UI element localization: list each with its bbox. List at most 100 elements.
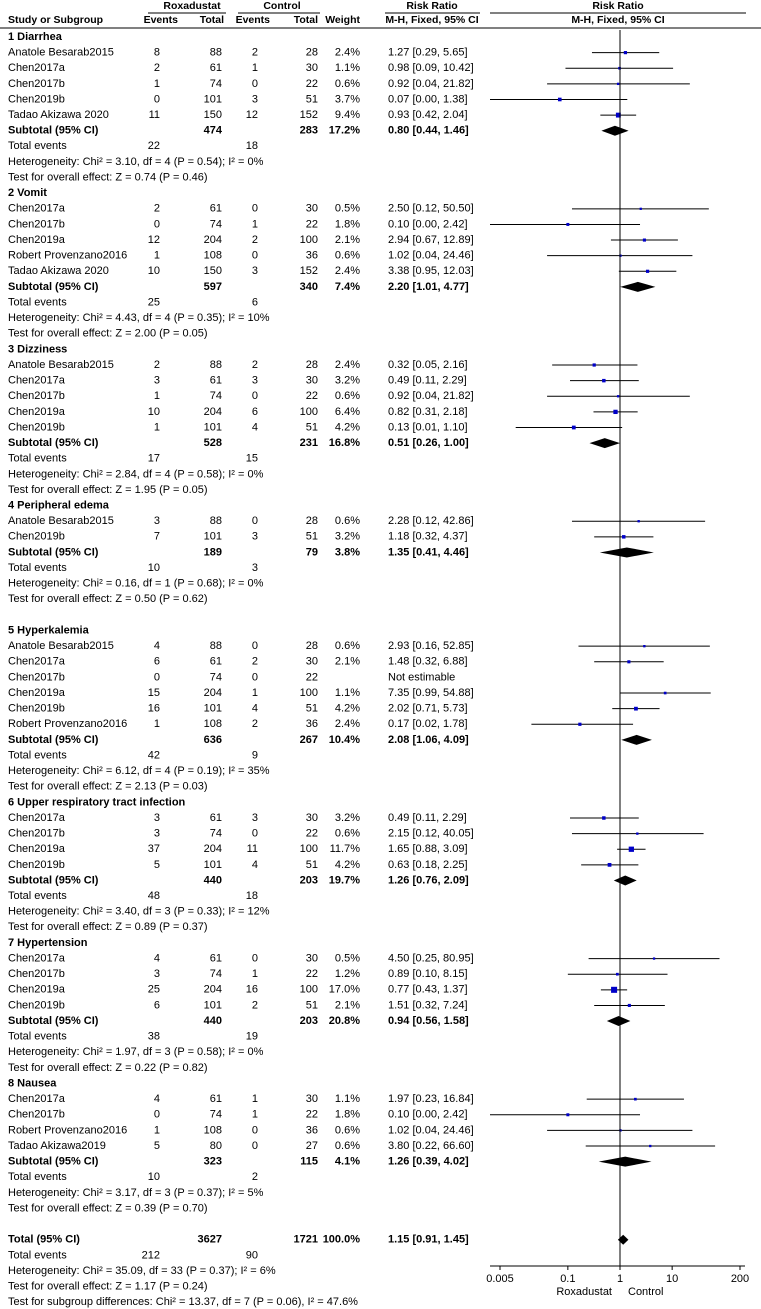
study-name: Chen2017a: [8, 1093, 66, 1105]
study-marker: [616, 82, 620, 86]
events: 0: [252, 952, 258, 964]
overall-test: Test for overall effect: Z = 2.00 (P = 0…: [8, 328, 208, 340]
weight: 0.5%: [335, 952, 360, 964]
subgroup-title: 7 Hypertension: [8, 937, 88, 949]
risk-ratio-ci: 3.80 [0.22, 66.60]: [388, 1140, 474, 1152]
total: 152: [300, 265, 318, 277]
total: 30: [306, 203, 318, 215]
total: 203: [300, 874, 318, 886]
risk-ratio-ci: 0.89 [0.10, 8.15]: [388, 968, 468, 980]
total: 61: [210, 1093, 222, 1105]
study-name: Tadao Akizawa2019: [8, 1140, 106, 1152]
risk-ratio-ci: 0.32 [0.05, 2.16]: [388, 359, 468, 371]
study-name: Robert Provenzano2016: [8, 718, 127, 730]
total: 101: [204, 93, 222, 105]
events: 2: [154, 359, 160, 371]
events: 0: [252, 390, 258, 402]
weight: 0.6%: [335, 640, 360, 652]
total: 30: [306, 952, 318, 964]
events: 5: [154, 859, 160, 871]
weight: 0.6%: [335, 1124, 360, 1136]
total: 36: [306, 250, 318, 262]
events: 18: [246, 890, 258, 902]
total: 28: [306, 515, 318, 527]
study-name: Chen2017a: [8, 203, 66, 215]
weight-header: Weight: [325, 14, 360, 26]
study-name: Anatole Besarab2015: [8, 359, 114, 371]
study-marker: [578, 722, 582, 726]
events: 4: [154, 952, 160, 964]
total: 74: [210, 828, 222, 840]
risk-ratio-ci: 2.94 [0.67, 12.89]: [388, 234, 474, 246]
events: 1: [252, 968, 258, 980]
group2-header: Control: [263, 0, 300, 12]
risk-ratio-ci: 0.77 [0.43, 1.37]: [388, 984, 468, 996]
risk-ratio-ci: 0.94 [0.56, 1.58]: [388, 1015, 469, 1027]
events: 38: [148, 1031, 160, 1043]
study-marker: [634, 1097, 637, 1101]
weight: 4.2%: [335, 859, 360, 871]
risk-ratio-ci: 1.51 [0.32, 7.24]: [388, 999, 468, 1011]
total: 150: [204, 265, 222, 277]
events: 22: [148, 140, 160, 152]
weight: 2.1%: [335, 656, 360, 668]
study-name: Chen2017a: [8, 812, 66, 824]
overall-test: Test for overall effect: Z = 0.50 (P = 0…: [8, 593, 208, 605]
events-header: Events: [144, 14, 179, 26]
total: 101: [204, 531, 222, 543]
risk-ratio-ci: 0.49 [0.11, 2.29]: [388, 375, 467, 387]
total: 74: [210, 390, 222, 402]
study-name: Chen2017b: [8, 671, 65, 683]
total: 30: [306, 812, 318, 824]
overall-test: Test for overall effect: Z = 1.17 (P = 0…: [8, 1281, 208, 1293]
risk-ratio-ci: 2.02 [0.71, 5.73]: [388, 703, 468, 715]
weight: 3.8%: [335, 546, 360, 558]
events: 48: [148, 890, 160, 902]
weight: 0.6%: [335, 828, 360, 840]
weight: 2.4%: [335, 265, 360, 277]
study-name: Chen2017b: [8, 1109, 65, 1121]
risk-ratio-ci: 0.92 [0.04, 21.82]: [388, 78, 474, 90]
total: 61: [210, 62, 222, 74]
total: 61: [210, 952, 222, 964]
events: 3: [154, 828, 160, 840]
weight: 7.4%: [335, 281, 360, 293]
total: 100: [300, 687, 318, 699]
total: 74: [210, 218, 222, 230]
study-name: Chen2017a: [8, 375, 66, 387]
total: 22: [306, 390, 318, 402]
events: 15: [148, 687, 160, 699]
weight: 17.0%: [329, 984, 360, 996]
total: 440: [204, 874, 222, 886]
total: 267: [300, 734, 318, 746]
weight: 10.4%: [329, 734, 360, 746]
events: 0: [154, 218, 160, 230]
events: 6: [154, 999, 160, 1011]
events: 2: [154, 62, 160, 74]
risk-ratio-ci: 1.26 [0.39, 4.02]: [388, 1156, 469, 1168]
study-name: Chen2017b: [8, 968, 65, 980]
summary-diamond: [601, 125, 629, 136]
total: 528: [204, 437, 222, 449]
study-marker: [616, 395, 620, 398]
events: 0: [252, 671, 258, 683]
study-name: Chen2019a: [8, 406, 66, 418]
total: 22: [306, 1109, 318, 1121]
weight: 2.1%: [335, 234, 360, 246]
total: 597: [204, 281, 222, 293]
total: 51: [306, 421, 318, 433]
overall-test: Test for overall effect: Z = 0.22 (P = 0…: [8, 1062, 208, 1074]
events: 2: [252, 656, 258, 668]
weight: 1.2%: [335, 968, 360, 980]
events: 90: [246, 1249, 258, 1261]
events: 37: [148, 843, 160, 855]
events: 6: [252, 406, 258, 418]
heterogeneity: Heterogeneity: Chi² = 3.10, df = 4 (P = …: [8, 156, 264, 168]
events: 4: [154, 1093, 160, 1105]
events: 9: [252, 749, 258, 761]
events: 1: [252, 687, 258, 699]
risk-ratio-ci: 1.02 [0.04, 24.46]: [388, 1124, 474, 1136]
events: 3: [252, 93, 258, 105]
subtotal-label: Subtotal (95% CI): [8, 125, 99, 137]
